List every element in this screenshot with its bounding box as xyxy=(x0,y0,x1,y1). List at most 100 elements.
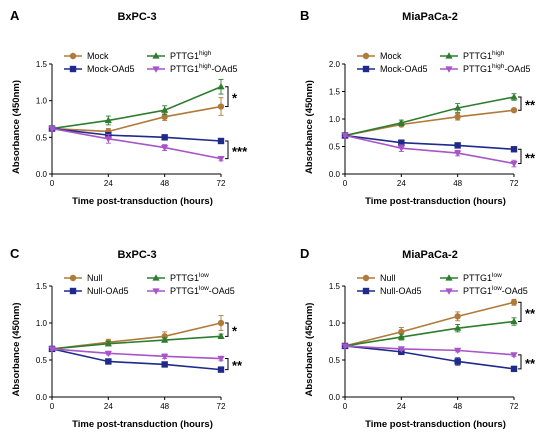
data-point xyxy=(341,343,349,350)
legend-marker xyxy=(69,274,77,282)
x-tick-label: 24 xyxy=(104,402,113,411)
legend-label: Mock-OAd5 xyxy=(87,64,135,74)
legend-marker xyxy=(362,274,370,282)
y-tick-label: 0.0 xyxy=(36,393,48,402)
legend-marker xyxy=(362,287,370,295)
legend-marker xyxy=(152,52,160,59)
data-point xyxy=(454,324,462,331)
series-line xyxy=(344,345,515,356)
y-tick-label: 1.5 xyxy=(36,60,48,69)
significance-label: ** xyxy=(525,356,536,371)
x-axis-label: Time post-transduction (hours) xyxy=(72,196,213,207)
y-tick-label: 2.0 xyxy=(329,60,341,69)
legend-marker xyxy=(445,52,453,59)
panel-label: C xyxy=(10,246,20,261)
x-tick-label: 48 xyxy=(160,179,169,188)
legend-label: PTTG1high xyxy=(463,50,505,61)
data-point xyxy=(104,350,112,358)
x-tick-label: 48 xyxy=(453,402,462,411)
data-point xyxy=(397,119,405,126)
legend: Null PTTG1low Null-OAd5 PTTG1low-OAd5 xyxy=(357,272,528,296)
legend-marker xyxy=(152,288,160,295)
series-triangle-down xyxy=(341,132,518,168)
data-point xyxy=(510,160,518,168)
series-line xyxy=(344,134,515,165)
data-point xyxy=(397,333,405,340)
series-line xyxy=(344,301,515,347)
y-tick-label: 1.0 xyxy=(329,319,341,328)
data-point xyxy=(217,156,225,163)
series-triangle-up xyxy=(341,317,518,349)
legend: Null PTTG1low Null-OAd5 PTTG1low-OAd5 xyxy=(64,272,235,296)
x-tick-label: 72 xyxy=(510,402,519,411)
y-tick-label: 1.5 xyxy=(329,282,341,291)
significance-label: ** xyxy=(232,358,243,373)
data-point xyxy=(454,104,462,111)
chart-panel: A BxPC-3 0.0 0.5 1.0 1.5 0 24 48 72 Time post-tran… xyxy=(10,8,248,207)
series-circle xyxy=(341,107,518,139)
y-tick-label: 0.0 xyxy=(36,170,48,179)
significance-label: ** xyxy=(525,150,536,165)
x-axis-label: Time post-transduction (hours) xyxy=(365,419,506,430)
series-circle xyxy=(48,97,225,135)
significance-label: ** xyxy=(525,98,536,113)
chart-title: MiaPaCa-2 xyxy=(402,249,458,261)
chart-title: BxPC-3 xyxy=(117,249,156,261)
legend-label: PTTG1high-OAd5 xyxy=(463,63,530,74)
legend: Mock PTTG1high Mock-OAd5 PTTG1high-OAd5 xyxy=(64,50,237,74)
data-point xyxy=(454,313,461,320)
series-line xyxy=(51,322,222,350)
legend-label: PTTG1low-OAd5 xyxy=(463,285,528,296)
x-tick-label: 72 xyxy=(217,402,226,411)
x-tick-label: 0 xyxy=(343,179,348,188)
y-tick-label: 1.5 xyxy=(329,88,341,97)
chart-panel: D MiaPaCa-2 0.0 0.5 1.0 1.5 0 24 48 72 Time post-t… xyxy=(300,246,536,430)
data-point xyxy=(104,339,112,347)
x-tick-label: 24 xyxy=(104,179,113,188)
chart-panel: C BxPC-3 0.0 0.5 1.0 1.5 0 24 48 72 Time post-tran… xyxy=(10,246,243,430)
x-tick-label: 0 xyxy=(50,402,55,411)
data-point xyxy=(161,113,168,121)
data-point xyxy=(217,103,225,110)
data-point xyxy=(161,361,168,368)
series-triangle-down xyxy=(341,343,518,359)
legend-label: Mock xyxy=(87,51,109,61)
x-tick-label: 48 xyxy=(160,402,169,411)
legend-marker xyxy=(445,288,453,295)
data-point xyxy=(398,139,405,146)
chart-title: MiaPaCa-2 xyxy=(402,11,458,23)
data-point xyxy=(161,145,169,152)
data-point xyxy=(510,317,518,325)
series-line xyxy=(344,345,515,370)
legend-label: Mock-OAd5 xyxy=(380,64,428,74)
data-point xyxy=(48,125,56,133)
data-point xyxy=(217,319,225,327)
legend-marker xyxy=(152,66,160,73)
legend-label: PTTG1low-OAd5 xyxy=(170,285,235,296)
data-point xyxy=(398,328,405,336)
x-tick-label: 24 xyxy=(397,402,406,411)
x-tick-label: 72 xyxy=(510,179,519,188)
significance-label: ** xyxy=(525,306,536,321)
series-line xyxy=(51,348,222,371)
data-point xyxy=(397,145,405,152)
data-point xyxy=(161,106,169,113)
significance-bracket xyxy=(225,322,229,337)
significance-bracket xyxy=(518,301,522,323)
legend-label: PTTG1low xyxy=(463,272,502,283)
y-tick-label: 0.5 xyxy=(36,133,48,142)
y-tick-label: 1.0 xyxy=(329,115,341,124)
significance-bracket xyxy=(225,140,229,160)
legend-label: PTTG1high xyxy=(170,50,212,61)
y-tick-label: 0.5 xyxy=(36,356,48,365)
significance-bracket xyxy=(225,358,229,371)
legend-label: Null-OAd5 xyxy=(87,286,129,296)
series-line xyxy=(344,320,515,347)
series-line xyxy=(51,335,222,350)
series-line xyxy=(344,96,515,137)
data-point xyxy=(510,146,518,153)
legend-label: PTTG1high-OAd5 xyxy=(170,63,237,74)
y-tick-label: 1.0 xyxy=(36,319,48,328)
data-point xyxy=(397,346,405,353)
